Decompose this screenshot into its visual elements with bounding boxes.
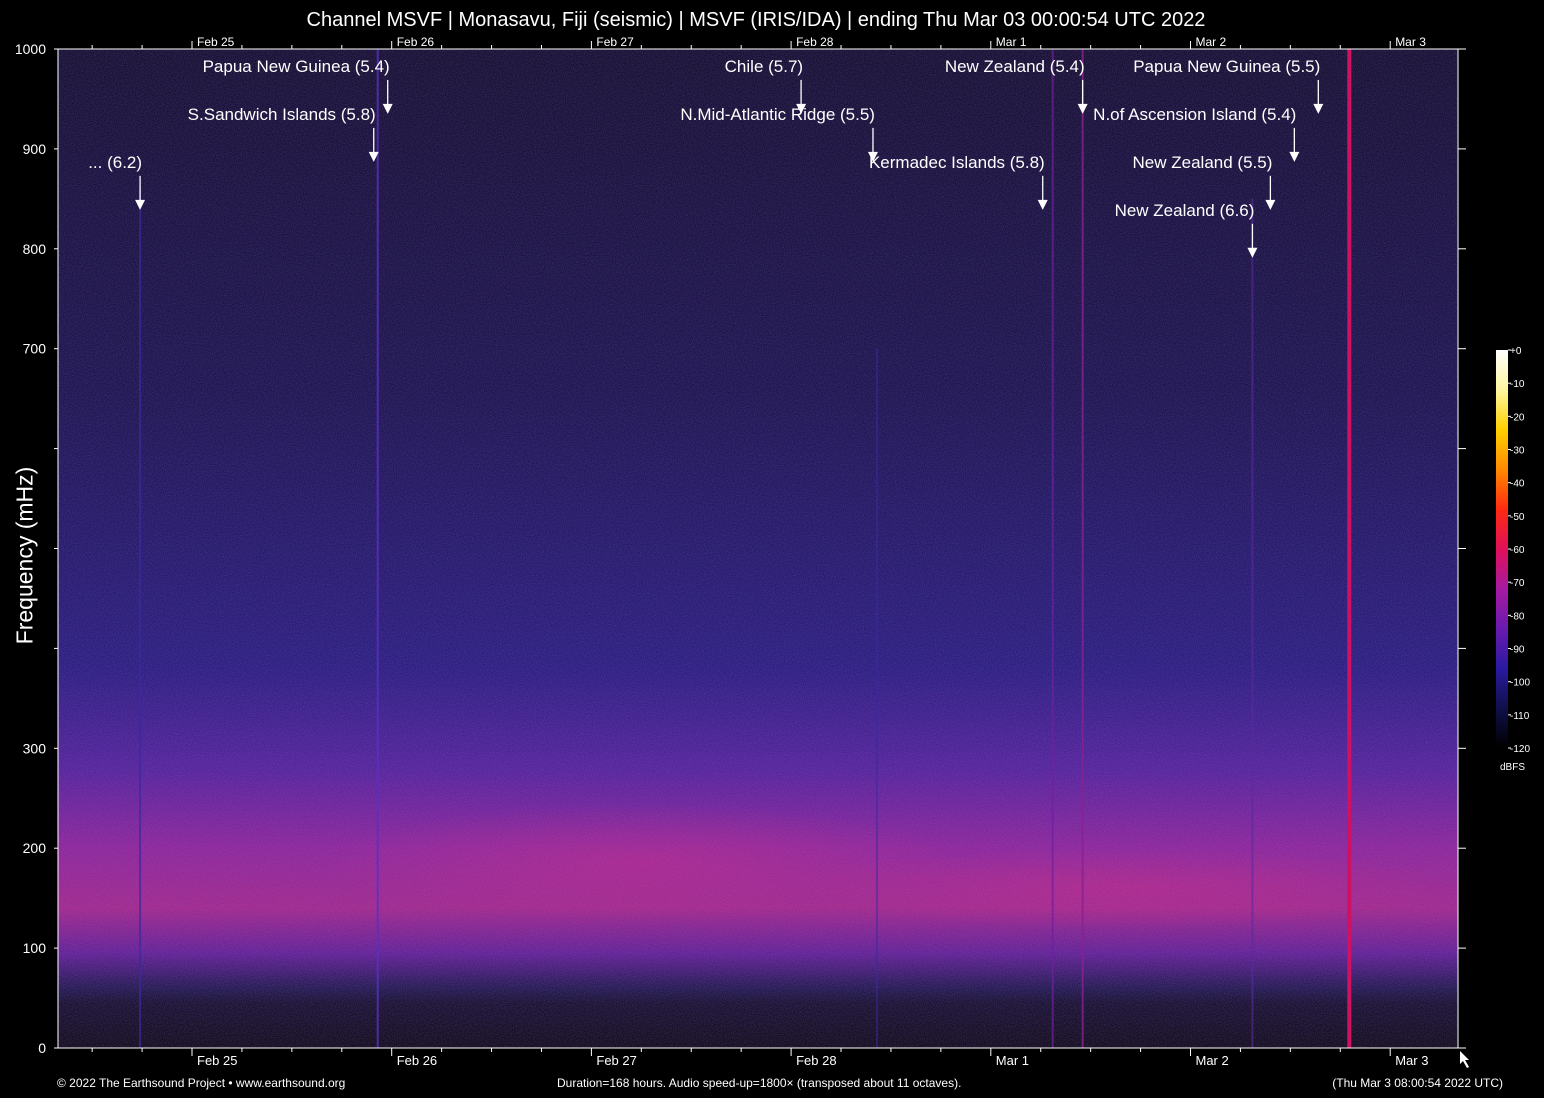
heatmap-noise xyxy=(58,49,1458,1048)
event-streak xyxy=(1347,49,1352,1048)
colorbar-tick-label: -120 xyxy=(1510,744,1530,755)
y-tick-label: 700 xyxy=(23,341,47,357)
event-arrow-head xyxy=(1265,199,1276,210)
event-label: Chile (5.7) xyxy=(725,57,803,76)
y-tick-label: 1000 xyxy=(15,41,46,57)
x-tick-label-top: Feb 26 xyxy=(397,35,435,49)
axes: 0 100 200 300 700 800 900 1000 Feb 25 Feb 25 Feb 2… xyxy=(15,35,1469,1068)
x-tick-label-top: Feb 25 xyxy=(197,35,235,49)
event-arrow-head xyxy=(867,151,878,162)
colorbar-tick-label: -50 xyxy=(1510,512,1525,523)
event-arrow-head xyxy=(382,103,393,114)
event-label: New Zealand (6.6) xyxy=(1115,201,1255,220)
event-annotations: Papua New Guinea (5.4) S.Sandwich Islands… xyxy=(88,57,1324,258)
event-label: New Zealand (5.5) xyxy=(1133,153,1273,172)
event-label: N.Mid-Atlantic Ridge (5.5) xyxy=(680,105,875,124)
cursor-icon xyxy=(1460,1051,1469,1068)
event-arrow-head xyxy=(135,199,146,210)
colorbar-tick-label: -20 xyxy=(1510,412,1525,423)
colorbar-tick-label: -30 xyxy=(1510,446,1525,457)
event-arrow-head xyxy=(368,151,379,162)
event-label: Kermadec Islands (5.8) xyxy=(869,153,1045,172)
x-tick-label: Mar 3 xyxy=(1395,1053,1428,1068)
event-label: ... (6.2) xyxy=(88,153,142,172)
x-tick-label-top: Mar 2 xyxy=(1196,35,1227,49)
x-tick-label: Feb 27 xyxy=(596,1053,636,1068)
x-tick-label: Feb 25 xyxy=(197,1053,237,1068)
event-streak xyxy=(376,49,379,1048)
event-streak xyxy=(1051,49,1054,1048)
y-tick-label: 0 xyxy=(38,1040,46,1056)
y-tick-label: 100 xyxy=(23,940,47,956)
event-streak xyxy=(875,348,878,1048)
colorbar-tick-label: -60 xyxy=(1510,545,1525,556)
footer-duration: Duration=168 hours. Audio speed-up=1800×… xyxy=(557,1076,962,1090)
event-streak xyxy=(1081,49,1084,1048)
event-label: S.Sandwich Islands (5.8) xyxy=(188,105,376,124)
chart-title: Channel MSVF | Monasavu, Fiji (seismic) … xyxy=(306,9,1206,31)
colorbar-tick-label: -70 xyxy=(1510,578,1525,589)
event-streak xyxy=(1251,198,1254,1049)
event-arrow-head xyxy=(1313,103,1324,114)
event-arrow-head xyxy=(796,103,807,114)
footer-timestamp: (Thu Mar 3 08:00:54 2022 UTC) xyxy=(1332,1076,1503,1090)
event-label: Papua New Guinea (5.4) xyxy=(203,57,390,76)
colorbar-tick-label: -10 xyxy=(1510,379,1525,390)
x-tick-label: Feb 26 xyxy=(397,1053,437,1068)
colorbar-tick-label: -80 xyxy=(1510,611,1525,622)
event-label: New Zealand (5.4) xyxy=(945,57,1085,76)
event-arrow-head xyxy=(1247,247,1258,258)
x-tick-label-top: Mar 3 xyxy=(1395,35,1426,49)
x-tick-label: Mar 2 xyxy=(1196,1053,1229,1068)
event-arrow-head xyxy=(1289,151,1300,162)
x-tick-label-top: Feb 28 xyxy=(796,35,834,49)
footer-copyright: © 2022 The Earthsound Project • www.eart… xyxy=(57,1076,346,1090)
event-label: Papua New Guinea (5.5) xyxy=(1133,57,1320,76)
event-arrow-head xyxy=(1077,103,1088,114)
y-tick-label: 800 xyxy=(23,241,47,257)
event-label: N.of Ascension Island (5.4) xyxy=(1093,105,1296,124)
colorbar-tick-label: +0 xyxy=(1510,346,1522,357)
x-tick-label: Feb 28 xyxy=(796,1053,836,1068)
colorbar-gradient xyxy=(1496,350,1508,748)
event-streaks xyxy=(139,49,1352,1049)
x-tick-label-top: Feb 27 xyxy=(596,35,634,49)
x-tick-label-top: Mar 1 xyxy=(996,35,1027,49)
spectrogram-heatmap xyxy=(58,49,1460,1048)
event-streak xyxy=(139,188,142,1049)
colorbar-tick-label: -90 xyxy=(1510,645,1525,656)
colorbar-unit-label: dBFS xyxy=(1500,762,1526,773)
colorbar-tick-label: -40 xyxy=(1510,479,1525,490)
colorbar-tick-label: -100 xyxy=(1510,678,1530,689)
colorbar: +0 -10 -20 -30 -40 -50 -60 -70 -80 -90 -100 -110 -12… xyxy=(1496,346,1530,755)
event-arrow-head xyxy=(1037,199,1048,210)
colorbar-tick-label: -110 xyxy=(1510,711,1530,722)
y-tick-label: 200 xyxy=(23,840,47,856)
y-tick-label: 300 xyxy=(23,740,47,756)
y-tick-label: 900 xyxy=(23,141,47,157)
x-tick-label: Mar 1 xyxy=(996,1053,1029,1068)
